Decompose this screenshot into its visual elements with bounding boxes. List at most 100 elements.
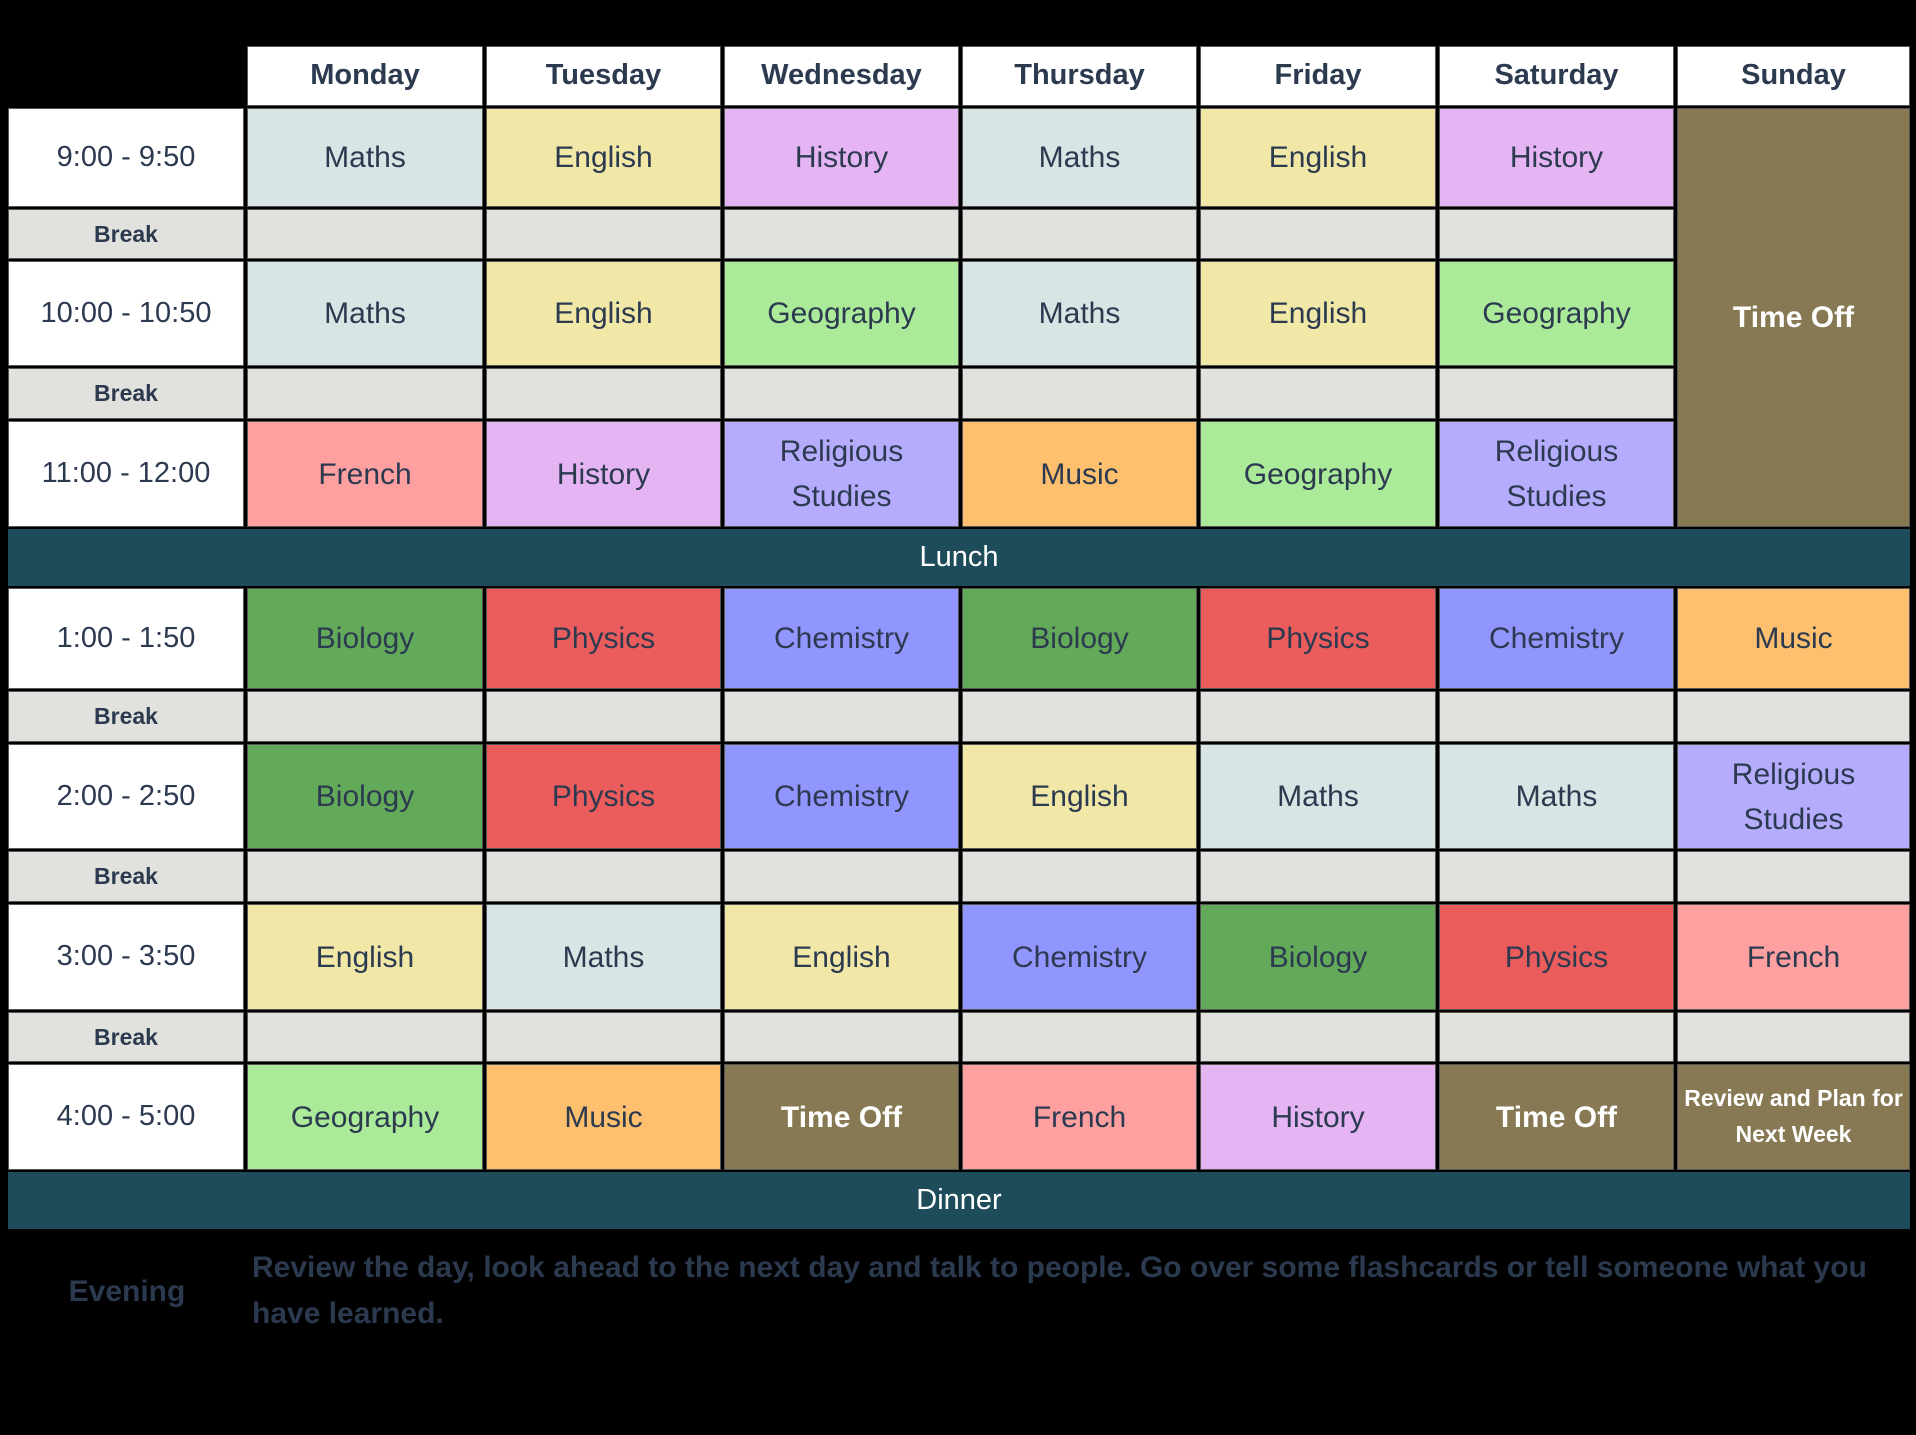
break-cell <box>486 209 721 259</box>
break-cell <box>486 691 721 742</box>
evening-section: Evening Review the day, look ahead to th… <box>0 1245 1916 1355</box>
header-wednesday: Wednesday <box>724 46 959 106</box>
break-cell <box>1200 851 1436 902</box>
break-cell <box>724 368 959 419</box>
lesson-cell: French <box>1677 904 1910 1010</box>
break-cell <box>962 851 1197 902</box>
lesson-cell: English <box>1200 261 1436 366</box>
lesson-cell: Time Off <box>1439 1064 1674 1170</box>
break-cell <box>247 851 483 902</box>
lesson-cell: Geography <box>1439 261 1674 366</box>
lesson-cell: Maths <box>486 904 721 1010</box>
corner-blank <box>8 46 244 106</box>
lesson-cell: Maths <box>247 261 483 366</box>
lesson-cell: Religious Studies <box>1677 744 1910 849</box>
break-cell <box>247 368 483 419</box>
break-cell <box>486 1012 721 1062</box>
lesson-cell: Music <box>962 421 1197 527</box>
lesson-cell: English <box>486 108 721 207</box>
time-slot: 4:00 - 5:00 <box>8 1064 244 1170</box>
break-cell <box>486 851 721 902</box>
break-cell <box>724 1012 959 1062</box>
weekly-timetable: Monday Tuesday Wednesday Thursday Friday… <box>8 46 1910 1229</box>
lesson-cell: History <box>486 421 721 527</box>
lesson-cell: English <box>962 744 1197 849</box>
lesson-cell: Biology <box>962 588 1197 689</box>
lesson-cell: French <box>247 421 483 527</box>
lesson-cell: Biology <box>247 744 483 849</box>
lesson-cell: English <box>724 904 959 1010</box>
lesson-cell: Maths <box>962 108 1197 207</box>
lesson-cell: Music <box>1677 588 1910 689</box>
break-cell <box>962 209 1197 259</box>
break-label: Break <box>8 1012 244 1062</box>
header-monday: Monday <box>247 46 483 106</box>
lesson-cell: Chemistry <box>962 904 1197 1010</box>
review-plan-cell: Review and Plan for Next Week <box>1677 1064 1910 1170</box>
header-friday: Friday <box>1200 46 1436 106</box>
lesson-cell: English <box>247 904 483 1010</box>
break-cell <box>962 1012 1197 1062</box>
break-label: Break <box>8 209 244 259</box>
break-cell <box>962 691 1197 742</box>
lesson-cell: Chemistry <box>724 744 959 849</box>
lesson-cell: Religious Studies <box>1439 421 1674 527</box>
lesson-cell: Biology <box>247 588 483 689</box>
break-label: Break <box>8 368 244 419</box>
break-cell <box>1439 691 1674 742</box>
lesson-cell: Physics <box>486 588 721 689</box>
header-tuesday: Tuesday <box>486 46 721 106</box>
lesson-cell: Music <box>486 1064 721 1170</box>
time-slot: 3:00 - 3:50 <box>8 904 244 1010</box>
time-slot: 11:00 - 12:00 <box>8 421 244 527</box>
lesson-cell: Biology <box>1200 904 1436 1010</box>
header-saturday: Saturday <box>1439 46 1674 106</box>
break-cell <box>1200 691 1436 742</box>
lesson-cell: Time Off <box>724 1064 959 1170</box>
lesson-cell: History <box>1200 1064 1436 1170</box>
lesson-cell: Geography <box>724 261 959 366</box>
lesson-cell: Religious Studies <box>724 421 959 527</box>
break-cell <box>1439 368 1674 419</box>
lesson-cell: Geography <box>1200 421 1436 527</box>
lesson-cell: English <box>1200 108 1436 207</box>
evening-description: Review the day, look ahead to the next d… <box>252 1251 1867 1330</box>
lesson-cell: Chemistry <box>1439 588 1674 689</box>
break-cell <box>247 691 483 742</box>
break-cell <box>1439 1012 1674 1062</box>
break-cell <box>1439 851 1674 902</box>
break-cell <box>247 209 483 259</box>
lesson-cell: History <box>724 108 959 207</box>
lesson-cell: History <box>1439 108 1674 207</box>
time-slot: 9:00 - 9:50 <box>8 108 244 207</box>
break-cell <box>1677 851 1910 902</box>
dinner-band: Dinner <box>8 1172 1910 1229</box>
sunday-time-off: Time Off <box>1677 108 1910 527</box>
break-cell <box>724 209 959 259</box>
lesson-cell: Maths <box>962 261 1197 366</box>
lesson-cell: Geography <box>247 1064 483 1170</box>
lunch-band: Lunch <box>8 529 1910 586</box>
time-slot: 10:00 - 10:50 <box>8 261 244 366</box>
break-cell <box>1439 209 1674 259</box>
lesson-cell: French <box>962 1064 1197 1170</box>
lesson-cell: Maths <box>1439 744 1674 849</box>
break-cell <box>1677 1012 1910 1062</box>
break-label: Break <box>8 691 244 742</box>
break-cell <box>1200 1012 1436 1062</box>
header-thursday: Thursday <box>962 46 1197 106</box>
lesson-cell: Physics <box>1200 588 1436 689</box>
header-sunday: Sunday <box>1677 46 1910 106</box>
time-slot: 2:00 - 2:50 <box>8 744 244 849</box>
time-slot: 1:00 - 1:50 <box>8 588 244 689</box>
lesson-cell: Physics <box>1439 904 1674 1010</box>
break-cell <box>1200 368 1436 419</box>
lesson-cell: Maths <box>1200 744 1436 849</box>
lesson-cell: Chemistry <box>724 588 959 689</box>
break-cell <box>724 851 959 902</box>
break-cell <box>1200 209 1436 259</box>
lesson-cell: English <box>486 261 721 366</box>
break-cell <box>1677 691 1910 742</box>
break-cell <box>962 368 1197 419</box>
lesson-cell: Maths <box>247 108 483 207</box>
